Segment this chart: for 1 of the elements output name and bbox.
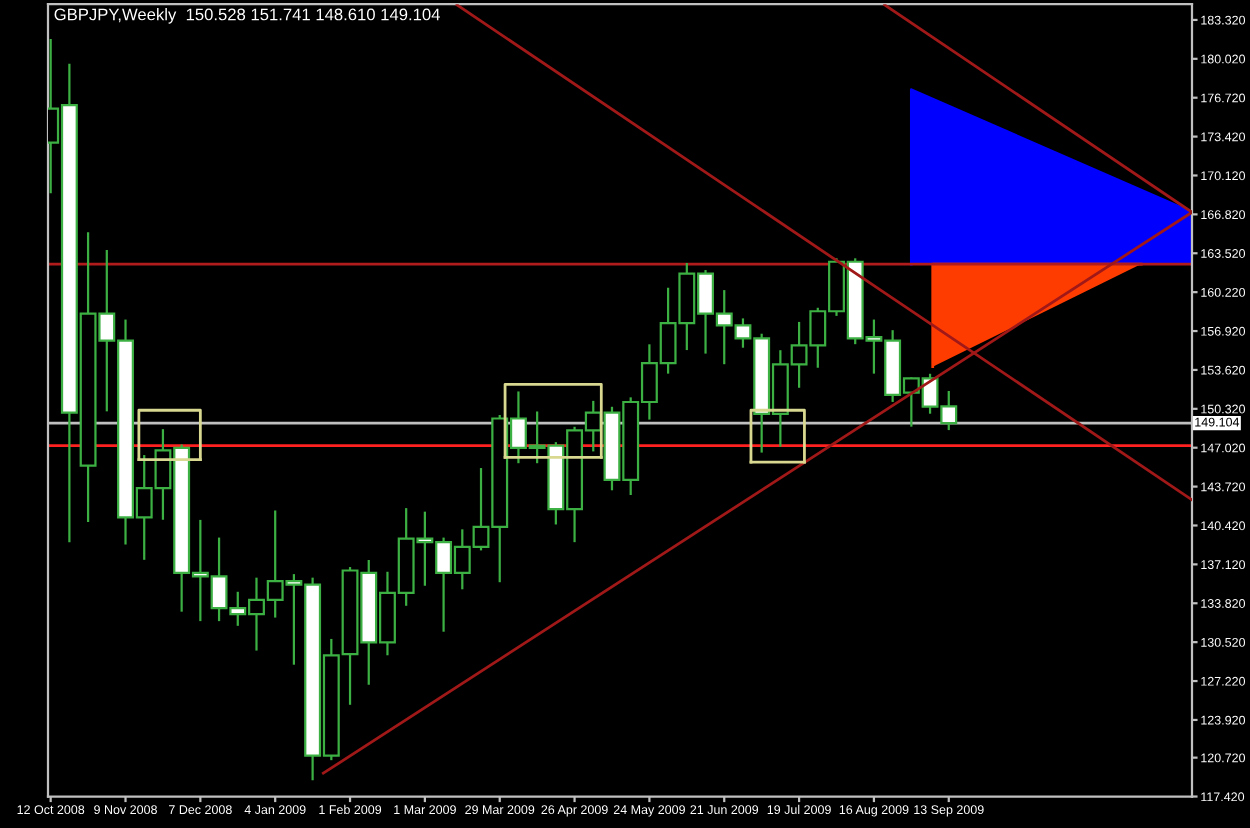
- chart-title: GBPJPY,Weekly 150.528 151.741 148.610 149.104: [54, 8, 440, 24]
